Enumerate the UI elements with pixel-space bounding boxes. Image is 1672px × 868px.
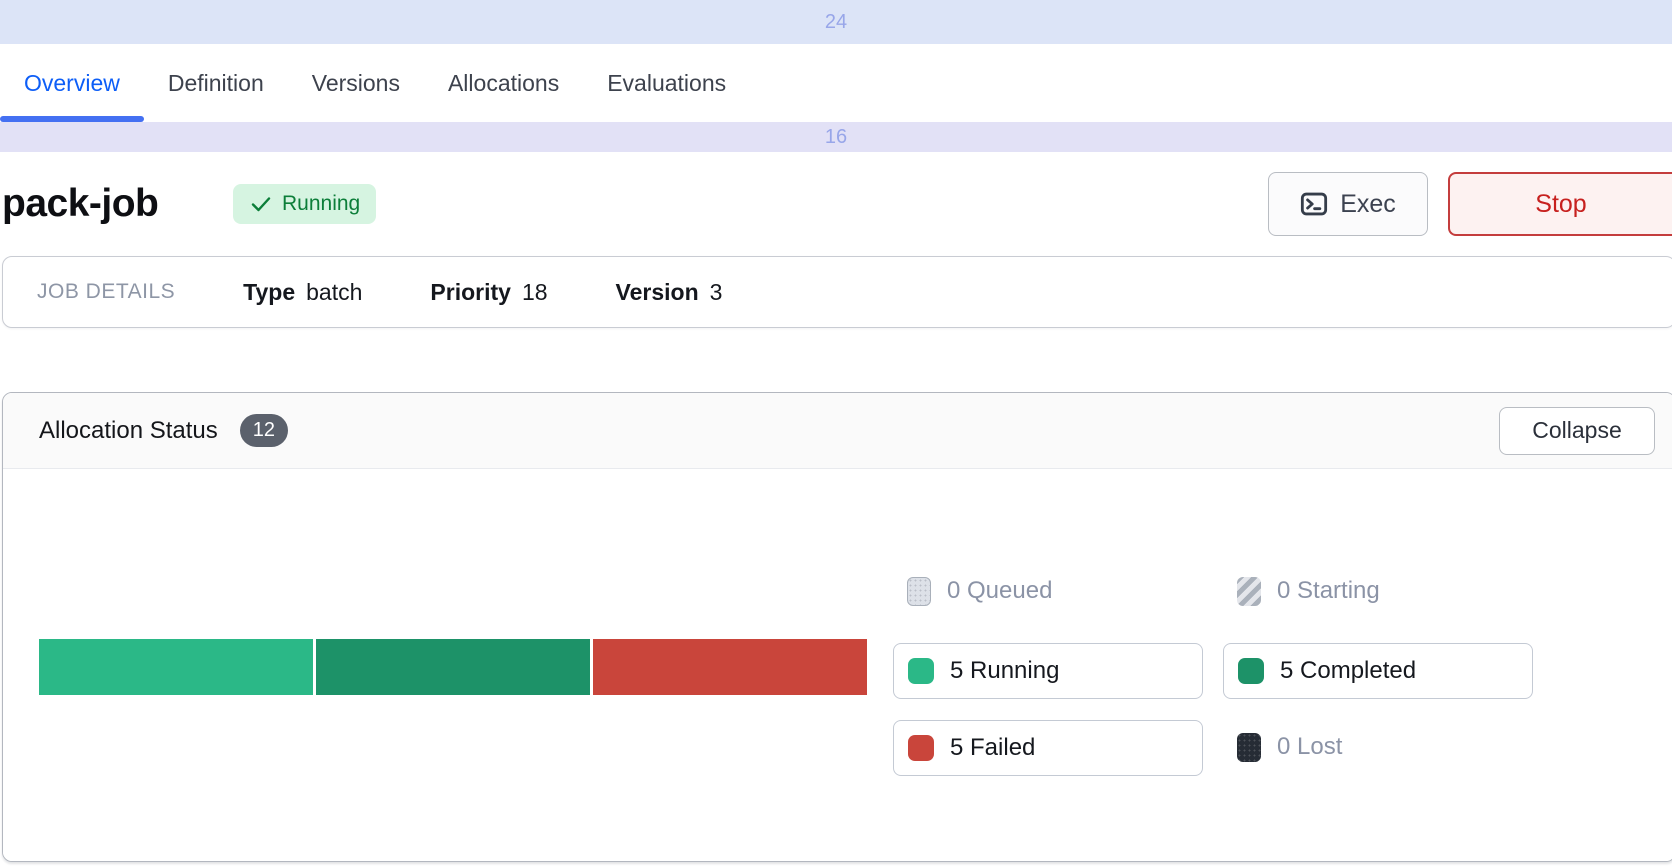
allocation-status-chart bbox=[39, 639, 867, 695]
legend-swatch-lost bbox=[1237, 732, 1261, 762]
job-detail-priority-value: 18 bbox=[521, 278, 548, 305]
allocation-status-body: 0 Queued 0 Starting 5 Running 5 Complete… bbox=[3, 469, 1672, 861]
allocation-status-panel: Allocation Status 12 Collapse 0 Queued 0… bbox=[2, 392, 1672, 862]
legend-item-running[interactable]: 5 Running bbox=[893, 643, 1203, 699]
job-tabs: Overview Definition Versions Allocations… bbox=[0, 44, 1672, 122]
spacing-value-16: 16 bbox=[824, 125, 848, 148]
legend-label-starting: 0 Starting bbox=[1277, 577, 1380, 604]
legend-swatch-failed bbox=[908, 735, 934, 761]
stop-button-label: Stop bbox=[1535, 189, 1587, 218]
status-badge: Running bbox=[233, 184, 377, 224]
legend-item-failed[interactable]: 5 Failed bbox=[893, 720, 1203, 776]
collapse-button[interactable]: Collapse bbox=[1499, 406, 1655, 455]
legend-label-completed: 5 Completed bbox=[1280, 657, 1417, 684]
tab-versions-label: Versions bbox=[311, 69, 400, 96]
job-details-heading: JOB DETAILS bbox=[37, 280, 176, 303]
legend-label-queued: 0 Queued bbox=[947, 577, 1053, 604]
job-detail-version-value: 3 bbox=[709, 278, 723, 305]
bar-segment-running[interactable] bbox=[39, 639, 313, 695]
tab-overview[interactable]: Overview bbox=[0, 44, 144, 122]
legend-swatch-starting bbox=[1237, 576, 1261, 606]
tab-evaluations[interactable]: Evaluations bbox=[583, 44, 750, 122]
tab-evaluations-label: Evaluations bbox=[607, 69, 727, 96]
exec-button[interactable]: Exec bbox=[1268, 172, 1428, 236]
legend-label-lost: 0 Lost bbox=[1277, 733, 1343, 760]
bar-segment-failed[interactable] bbox=[593, 639, 867, 695]
job-detail-version: Version 3 bbox=[616, 279, 723, 306]
job-detail-type-label: Type bbox=[243, 278, 296, 305]
job-details-bar: JOB DETAILS Type batch Priority 18 Versi… bbox=[2, 256, 1672, 328]
header-actions: Exec Stop bbox=[1268, 152, 1672, 256]
job-detail-priority-label: Priority bbox=[430, 278, 511, 305]
job-header: pack-job Running Exec Stop bbox=[0, 152, 1672, 256]
tab-allocations[interactable]: Allocations bbox=[424, 44, 583, 122]
legend-swatch-completed bbox=[1238, 658, 1264, 684]
tab-allocations-label: Allocations bbox=[447, 69, 560, 96]
allocation-status-header: Allocation Status 12 Collapse bbox=[3, 393, 1672, 469]
legend-swatch-running bbox=[908, 658, 934, 684]
legend-swatch-queued bbox=[907, 576, 931, 606]
legend-item-starting: 0 Starting bbox=[1237, 569, 1380, 613]
legend-label-running: 5 Running bbox=[950, 657, 1060, 684]
legend-item-queued: 0 Queued bbox=[907, 569, 1052, 613]
job-detail-type-value: batch bbox=[306, 278, 363, 305]
spacing-value-24: 24 bbox=[824, 10, 848, 33]
job-detail-priority: Priority 18 bbox=[430, 279, 547, 306]
terminal-icon bbox=[1301, 192, 1328, 216]
allocation-status-title: Allocation Status bbox=[39, 416, 218, 444]
status-badge-label: Running bbox=[282, 192, 361, 215]
check-icon bbox=[251, 197, 271, 212]
job-detail-type: Type batch bbox=[243, 279, 362, 306]
tab-definition[interactable]: Definition bbox=[144, 44, 288, 122]
page-title: pack-job bbox=[2, 182, 159, 225]
tab-definition-label: Definition bbox=[167, 69, 264, 96]
spacing-annotation-mid: 16 bbox=[0, 122, 1672, 152]
allocation-count-badge: 12 bbox=[239, 414, 289, 447]
stop-button[interactable]: Stop bbox=[1448, 172, 1672, 236]
tab-versions[interactable]: Versions bbox=[288, 44, 424, 122]
legend-item-completed[interactable]: 5 Completed bbox=[1223, 643, 1533, 699]
bar-segment-completed[interactable] bbox=[316, 639, 590, 695]
tab-overview-label: Overview bbox=[24, 69, 120, 96]
spacing-annotation-top: 24 bbox=[0, 0, 1672, 44]
job-detail-version-label: Version bbox=[615, 278, 699, 305]
collapse-button-label: Collapse bbox=[1532, 417, 1622, 443]
exec-button-label: Exec bbox=[1340, 189, 1396, 218]
legend-label-failed: 5 Failed bbox=[950, 734, 1036, 761]
legend-item-lost: 0 Lost bbox=[1237, 720, 1342, 774]
